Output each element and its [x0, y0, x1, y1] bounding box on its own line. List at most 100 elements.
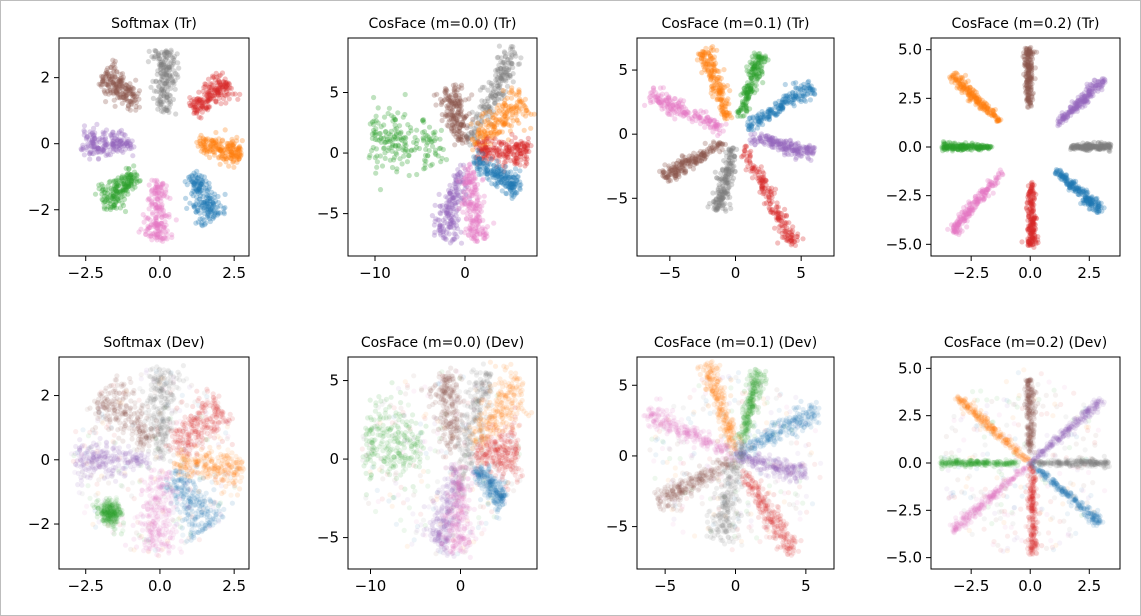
point-gray — [728, 163, 734, 169]
point-gray — [724, 171, 730, 177]
point-pink — [697, 115, 703, 121]
point-red — [747, 154, 753, 160]
point-blue — [191, 185, 197, 191]
point-blue — [477, 167, 484, 173]
point-gray — [161, 59, 167, 65]
point-pink — [467, 201, 473, 207]
point-red — [496, 140, 502, 146]
point-gray — [159, 61, 165, 67]
point-blue — [191, 176, 197, 182]
point-red — [782, 206, 788, 212]
point-blue — [780, 96, 787, 102]
point-green — [750, 80, 756, 86]
point-red — [503, 151, 509, 157]
point-red — [756, 172, 762, 179]
point-blue — [788, 93, 794, 99]
point-purple — [747, 137, 753, 143]
point-green — [131, 169, 138, 175]
point-purple — [112, 146, 118, 153]
point-red — [521, 145, 527, 151]
point-red — [484, 145, 490, 151]
point-gray — [485, 96, 491, 102]
point-green — [422, 152, 429, 158]
point-brown — [111, 85, 118, 91]
point-orange — [486, 119, 492, 126]
point-purple — [459, 195, 465, 201]
point-green — [105, 200, 111, 206]
point-green — [398, 130, 404, 136]
point-gray — [156, 52, 162, 59]
point-blue — [790, 90, 796, 96]
point-gray — [711, 202, 717, 208]
point-blue — [205, 206, 211, 212]
point-brown — [442, 97, 448, 103]
point-green — [374, 159, 380, 165]
point-orange — [994, 117, 1001, 123]
point-pink — [154, 177, 160, 183]
point-purple — [92, 143, 98, 150]
point-brown — [701, 153, 708, 159]
point-orange — [961, 85, 967, 92]
subplot-title: CosFace (m=0.1) (Tr) — [662, 16, 810, 32]
point-purple — [780, 146, 787, 152]
point-blue — [744, 122, 751, 128]
point-blue — [504, 171, 510, 177]
point-gray — [509, 46, 515, 52]
point-green — [755, 56, 762, 62]
point-gray — [486, 103, 492, 109]
point-red — [741, 151, 747, 157]
point-gray — [713, 196, 720, 203]
point-pink — [656, 95, 663, 102]
point-brown — [684, 158, 691, 164]
point-purple — [111, 138, 117, 144]
point-pink — [655, 92, 662, 98]
point-red — [769, 206, 776, 213]
point-brown — [127, 88, 133, 94]
point-blue — [195, 179, 201, 185]
point-pink — [707, 117, 713, 123]
point-orange — [514, 117, 520, 124]
point-green — [382, 155, 388, 161]
point-green — [99, 196, 105, 202]
point-red — [203, 105, 210, 111]
point-orange — [958, 75, 964, 81]
point-brown — [698, 152, 704, 158]
point-gray — [469, 109, 475, 115]
point-green — [111, 195, 117, 201]
point-gray — [711, 198, 717, 204]
point-gray — [716, 203, 722, 210]
point-green — [126, 177, 132, 184]
point-brown — [1025, 95, 1031, 101]
point-red — [512, 159, 518, 165]
point-purple — [444, 213, 451, 219]
point-orange — [703, 61, 709, 67]
point-pink — [663, 91, 670, 97]
point-blue — [486, 177, 492, 183]
point-green — [752, 83, 758, 89]
point-orange — [478, 129, 484, 136]
point-orange — [986, 110, 992, 116]
point-orange — [947, 76, 954, 82]
point-green — [422, 162, 428, 168]
y-tick-label: 2 — [40, 69, 50, 87]
point-red — [213, 98, 219, 104]
point-gray — [498, 66, 505, 72]
point-purple — [458, 189, 464, 195]
point-blue — [792, 93, 799, 99]
point-gray — [501, 66, 507, 72]
point-green — [108, 191, 114, 197]
point-green — [113, 199, 119, 205]
point-gray — [719, 179, 725, 185]
point-red — [509, 138, 515, 145]
point-red — [740, 153, 746, 159]
point-red — [218, 82, 224, 88]
point-brown — [456, 113, 463, 119]
point-purple — [438, 211, 444, 217]
point-purple — [769, 140, 775, 146]
point-brown — [1028, 86, 1034, 92]
point-brown — [111, 66, 117, 72]
point-blue — [784, 99, 790, 105]
point-red — [761, 174, 767, 180]
point-orange — [216, 146, 222, 152]
point-blue — [512, 191, 518, 197]
